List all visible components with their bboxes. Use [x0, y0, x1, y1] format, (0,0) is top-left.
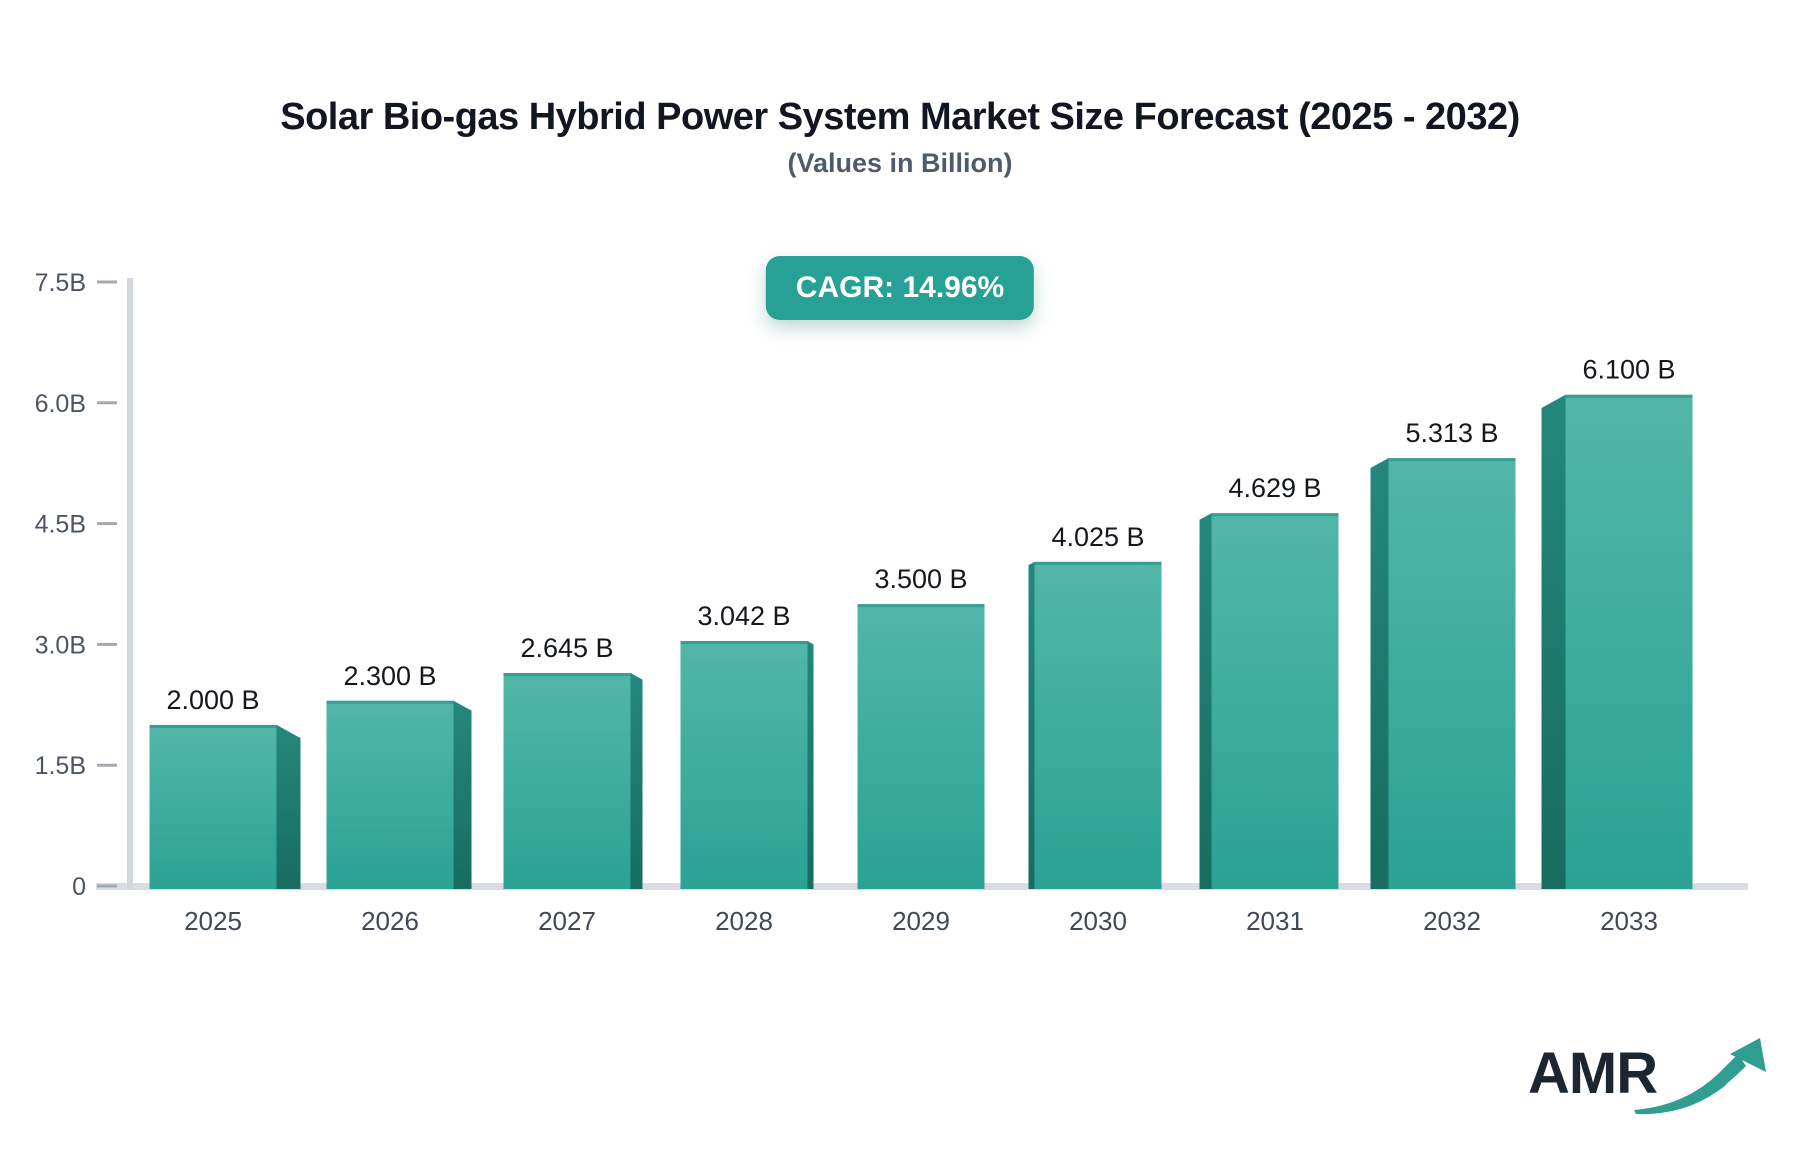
y-axis-tick	[97, 522, 117, 526]
bar-group-2030: 4.025 B 2030	[1028, 522, 1162, 936]
y-axis-label: 1.5B	[35, 752, 86, 780]
x-axis-label: 2028	[715, 906, 773, 936]
bar-side-face	[807, 641, 814, 889]
chart-subtitle: (Values in Billion)	[787, 148, 1013, 178]
bar-value-label: 3.042 B	[697, 601, 790, 631]
x-axis-label: 2033	[1600, 906, 1658, 936]
y-axis-tick	[97, 763, 117, 767]
bar-side-face	[1541, 394, 1566, 889]
bar-top-edge	[326, 700, 454, 704]
bar-side-face	[1028, 561, 1035, 889]
bar-value-label: 2.645 B	[520, 633, 613, 663]
bar-side-face	[630, 672, 643, 889]
bar-top-edge	[503, 672, 631, 676]
y-axis-label: 3.0B	[35, 631, 86, 659]
x-axis-label: 2030	[1069, 906, 1127, 936]
bar-group-2033: 6.100 B 2033	[1541, 355, 1693, 936]
bar-group-2031: 4.629 B 2031	[1199, 473, 1339, 936]
bar-face	[1388, 458, 1516, 889]
bar-side-face	[276, 724, 301, 889]
bar-top-edge	[1211, 513, 1339, 517]
bar-value-label: 4.629 B	[1228, 473, 1321, 503]
bar-side-face	[1199, 513, 1212, 889]
y-axis-tick	[97, 280, 117, 284]
bar-value-label: 5.313 B	[1405, 418, 1498, 448]
bar-group-2026: 2.300 B 2026	[326, 661, 472, 936]
bar-face	[1565, 394, 1693, 889]
cagr-badge: CAGR: 14.96%	[765, 256, 1035, 320]
y-axis-tick	[97, 401, 117, 405]
bar-top-edge	[149, 724, 277, 728]
bar-value-label: 2.300 B	[343, 661, 436, 691]
x-axis-label: 2029	[892, 906, 950, 936]
bar-face	[149, 724, 277, 889]
bar-face	[503, 672, 631, 889]
x-axis-label: 2026	[361, 906, 419, 936]
bar-value-label: 2.000 B	[166, 685, 259, 715]
bar-value-label: 6.100 B	[1582, 355, 1675, 385]
amr-logo-text: AMR	[1528, 1041, 1658, 1106]
bar-face	[1034, 561, 1162, 889]
bar-group-2029: 3.500 B 2029	[857, 564, 985, 936]
y-axis-tick	[97, 884, 117, 888]
bar-group-2028: 3.042 B 2028	[680, 601, 814, 936]
bar-value-label: 4.025 B	[1051, 522, 1144, 552]
y-axis-label: 4.5B	[35, 511, 86, 539]
amr-logo: AMR	[1528, 1038, 1778, 1140]
y-axis-label: 6.0B	[35, 390, 86, 418]
bar-face	[1211, 513, 1339, 889]
bar-side-face	[1370, 458, 1389, 889]
bar-side-face	[453, 700, 472, 889]
bar-face	[857, 604, 985, 889]
bar-face	[680, 641, 808, 889]
bar-top-edge	[857, 604, 985, 608]
amr-arrow-icon	[1634, 1038, 1766, 1115]
bar-group-2032: 5.313 B 2032	[1370, 418, 1516, 936]
bar-group-2027: 2.645 B 2027	[503, 633, 643, 936]
x-axis-label: 2031	[1246, 906, 1304, 936]
y-axis-label: 7.5B	[35, 269, 86, 297]
chart-title: Solar Bio-gas Hybrid Power System Market…	[280, 96, 1520, 138]
bar-top-edge	[1565, 394, 1693, 398]
bar-top-edge	[680, 641, 808, 645]
bar-top-edge	[1034, 561, 1162, 565]
bar-face	[326, 700, 454, 889]
y-axis-line	[127, 278, 133, 889]
bar-group-2025: 2.000 B 2025	[149, 685, 301, 936]
y-axis-tick	[97, 642, 117, 646]
x-axis-label: 2025	[184, 906, 242, 936]
x-axis-label: 2032	[1423, 906, 1481, 936]
y-axis-label: 0	[72, 873, 86, 901]
bar-value-label: 3.500 B	[874, 564, 967, 594]
x-axis-label: 2027	[538, 906, 596, 936]
bar-top-edge	[1388, 458, 1516, 462]
